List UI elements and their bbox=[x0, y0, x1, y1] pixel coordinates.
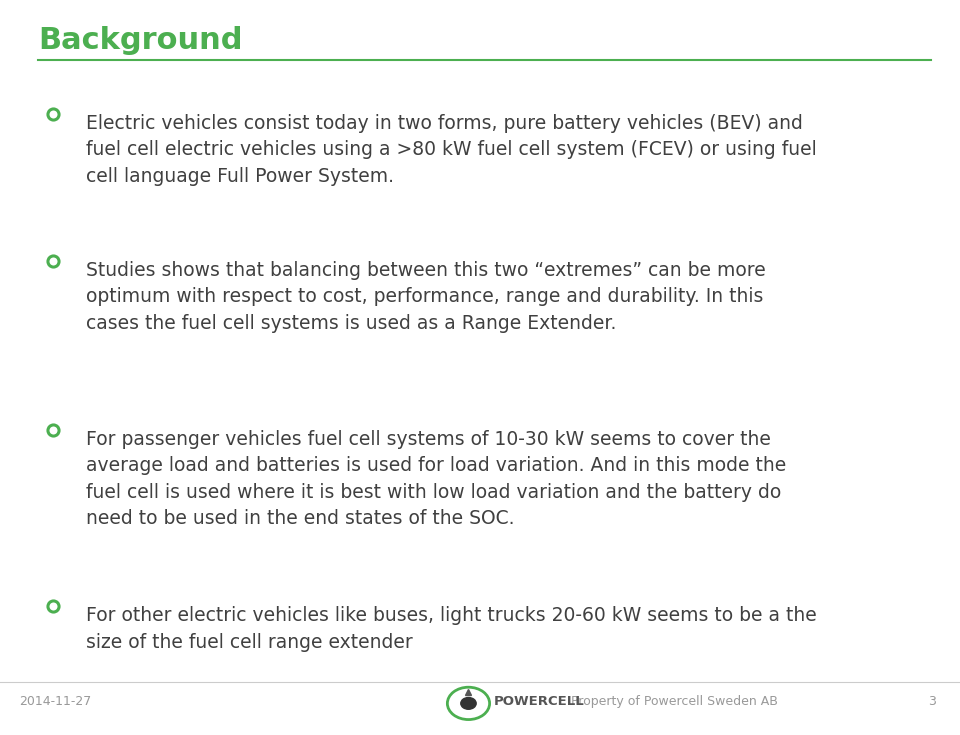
Text: For other electric vehicles like buses, light trucks 20-60 kW seems to be a the
: For other electric vehicles like buses, … bbox=[86, 606, 817, 652]
Text: Electric vehicles consist today in two forms, pure battery vehicles (BEV) and
fu: Electric vehicles consist today in two f… bbox=[86, 114, 817, 186]
Text: Background: Background bbox=[38, 26, 243, 54]
Text: POWERCELL: POWERCELL bbox=[493, 695, 585, 708]
Text: 3: 3 bbox=[928, 695, 936, 708]
Text: 2014-11-27: 2014-11-27 bbox=[19, 695, 91, 708]
Circle shape bbox=[461, 698, 476, 709]
Text: For passenger vehicles fuel cell systems of 10-30 kW seems to cover the
average : For passenger vehicles fuel cell systems… bbox=[86, 430, 786, 528]
Text: Property of Powercell Sweden AB: Property of Powercell Sweden AB bbox=[571, 695, 778, 708]
Text: Studies shows that balancing between this two “extremes” can be more
optimum wit: Studies shows that balancing between thi… bbox=[86, 261, 766, 333]
